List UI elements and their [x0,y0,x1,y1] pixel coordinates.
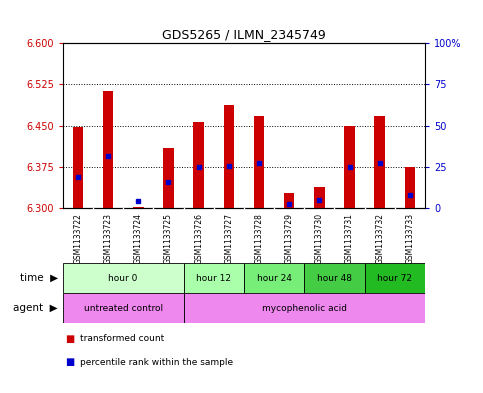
Text: hour 24: hour 24 [256,274,292,283]
Bar [63,293,184,323]
Bar [284,193,295,208]
Bar [304,263,365,293]
Title: GDS5265 / ILMN_2345749: GDS5265 / ILMN_2345749 [162,28,326,40]
Bar [254,116,264,208]
Text: GSM1133732: GSM1133732 [375,213,384,264]
Text: GSM1133726: GSM1133726 [194,213,203,264]
Text: untreated control: untreated control [84,304,163,312]
Text: time  ▶: time ▶ [20,273,58,283]
Bar [244,263,304,293]
Bar [193,123,204,208]
Text: GSM1133722: GSM1133722 [73,213,83,264]
Text: hour 0: hour 0 [109,274,138,283]
Bar [63,263,184,293]
Bar [163,148,174,208]
Text: agent  ▶: agent ▶ [14,303,58,313]
Text: mycophenolic acid: mycophenolic acid [262,304,347,312]
Bar [72,127,83,208]
Text: hour 12: hour 12 [196,274,231,283]
Bar [344,126,355,208]
Bar [224,105,234,208]
Text: hour 48: hour 48 [317,274,352,283]
Text: GSM1133723: GSM1133723 [103,213,113,264]
Text: ■: ■ [65,334,74,344]
Bar [374,116,385,208]
Text: percentile rank within the sample: percentile rank within the sample [80,358,233,367]
Text: GSM1133728: GSM1133728 [255,213,264,264]
Text: GSM1133727: GSM1133727 [224,213,233,264]
Bar [405,167,415,208]
Bar [184,293,425,323]
Bar [184,263,244,293]
Text: GSM1133730: GSM1133730 [315,213,324,264]
Text: GSM1133729: GSM1133729 [284,213,294,264]
Text: GSM1133733: GSM1133733 [405,213,414,264]
Text: GSM1133724: GSM1133724 [134,213,143,264]
Bar [103,91,114,208]
Text: GSM1133725: GSM1133725 [164,213,173,264]
Bar [365,263,425,293]
Bar [314,187,325,208]
Text: ■: ■ [65,357,74,367]
Text: hour 72: hour 72 [377,274,412,283]
Text: GSM1133731: GSM1133731 [345,213,354,264]
Bar [133,207,143,208]
Text: transformed count: transformed count [80,334,164,343]
